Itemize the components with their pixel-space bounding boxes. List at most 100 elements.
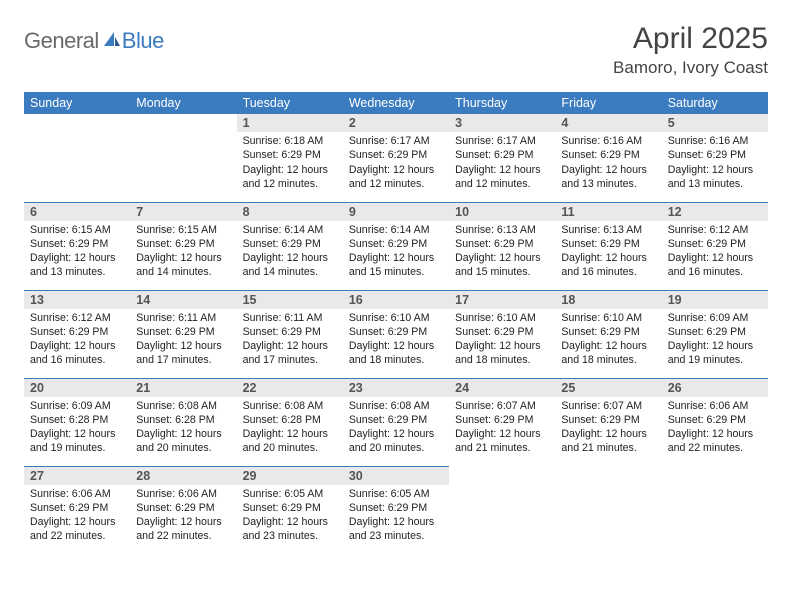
day-number: 5 — [662, 114, 768, 132]
day-number: 28 — [130, 467, 236, 485]
calendar-cell: 15Sunrise: 6:11 AMSunset: 6:29 PMDayligh… — [237, 290, 343, 378]
calendar-cell: .. — [662, 466, 768, 554]
day-number: 26 — [662, 379, 768, 397]
day-number: 24 — [449, 379, 555, 397]
calendar-cell: .. — [24, 114, 130, 202]
calendar-cell: 18Sunrise: 6:10 AMSunset: 6:29 PMDayligh… — [555, 290, 661, 378]
day-content: Sunrise: 6:06 AMSunset: 6:29 PMDaylight:… — [130, 485, 236, 548]
day-content: Sunrise: 6:15 AMSunset: 6:29 PMDaylight:… — [130, 221, 236, 284]
day-content: Sunrise: 6:16 AMSunset: 6:29 PMDaylight:… — [555, 132, 661, 195]
calendar-cell: 11Sunrise: 6:13 AMSunset: 6:29 PMDayligh… — [555, 202, 661, 290]
day-content: Sunrise: 6:07 AMSunset: 6:29 PMDaylight:… — [449, 397, 555, 460]
calendar-cell: 4Sunrise: 6:16 AMSunset: 6:29 PMDaylight… — [555, 114, 661, 202]
day-content: Sunrise: 6:10 AMSunset: 6:29 PMDaylight:… — [449, 309, 555, 372]
day-number: 25 — [555, 379, 661, 397]
day-content: Sunrise: 6:11 AMSunset: 6:29 PMDaylight:… — [130, 309, 236, 372]
logo-text-blue: Blue — [122, 28, 164, 54]
calendar-cell: 5Sunrise: 6:16 AMSunset: 6:29 PMDaylight… — [662, 114, 768, 202]
calendar-cell: 14Sunrise: 6:11 AMSunset: 6:29 PMDayligh… — [130, 290, 236, 378]
day-content: Sunrise: 6:14 AMSunset: 6:29 PMDaylight:… — [237, 221, 343, 284]
calendar-row: 6Sunrise: 6:15 AMSunset: 6:29 PMDaylight… — [24, 202, 768, 290]
day-number: 27 — [24, 467, 130, 485]
calendar-cell: 27Sunrise: 6:06 AMSunset: 6:29 PMDayligh… — [24, 466, 130, 554]
day-number: 30 — [343, 467, 449, 485]
day-number: 6 — [24, 203, 130, 221]
day-content: Sunrise: 6:13 AMSunset: 6:29 PMDaylight:… — [449, 221, 555, 284]
calendar-cell: 21Sunrise: 6:08 AMSunset: 6:28 PMDayligh… — [130, 378, 236, 466]
day-number: 20 — [24, 379, 130, 397]
weekday-header: Monday — [130, 92, 236, 114]
calendar-cell: 13Sunrise: 6:12 AMSunset: 6:29 PMDayligh… — [24, 290, 130, 378]
day-number: 22 — [237, 379, 343, 397]
day-number: 15 — [237, 291, 343, 309]
day-content: Sunrise: 6:12 AMSunset: 6:29 PMDaylight:… — [24, 309, 130, 372]
day-content: Sunrise: 6:08 AMSunset: 6:28 PMDaylight:… — [130, 397, 236, 460]
day-number: 10 — [449, 203, 555, 221]
calendar-cell: 12Sunrise: 6:12 AMSunset: 6:29 PMDayligh… — [662, 202, 768, 290]
weekday-header: Thursday — [449, 92, 555, 114]
header: General Blue April 2025 Bamoro, Ivory Co… — [24, 22, 768, 78]
day-number: 17 — [449, 291, 555, 309]
day-content: Sunrise: 6:11 AMSunset: 6:29 PMDaylight:… — [237, 309, 343, 372]
calendar-cell: 26Sunrise: 6:06 AMSunset: 6:29 PMDayligh… — [662, 378, 768, 466]
calendar-row: 27Sunrise: 6:06 AMSunset: 6:29 PMDayligh… — [24, 466, 768, 554]
day-number: 21 — [130, 379, 236, 397]
calendar-cell: 19Sunrise: 6:09 AMSunset: 6:29 PMDayligh… — [662, 290, 768, 378]
location: Bamoro, Ivory Coast — [613, 58, 768, 78]
day-content: Sunrise: 6:13 AMSunset: 6:29 PMDaylight:… — [555, 221, 661, 284]
day-content: Sunrise: 6:17 AMSunset: 6:29 PMDaylight:… — [343, 132, 449, 195]
day-number: 12 — [662, 203, 768, 221]
logo-text-general: General — [24, 28, 99, 54]
day-content: Sunrise: 6:08 AMSunset: 6:29 PMDaylight:… — [343, 397, 449, 460]
day-content: Sunrise: 6:10 AMSunset: 6:29 PMDaylight:… — [343, 309, 449, 372]
calendar: SundayMondayTuesdayWednesdayThursdayFrid… — [24, 92, 768, 554]
weekday-header: Sunday — [24, 92, 130, 114]
day-number: 7 — [130, 203, 236, 221]
calendar-cell: 20Sunrise: 6:09 AMSunset: 6:28 PMDayligh… — [24, 378, 130, 466]
calendar-cell: .. — [449, 466, 555, 554]
weekday-header: Tuesday — [237, 92, 343, 114]
day-number: 18 — [555, 291, 661, 309]
calendar-cell: 17Sunrise: 6:10 AMSunset: 6:29 PMDayligh… — [449, 290, 555, 378]
day-number: 3 — [449, 114, 555, 132]
weekday-header: Saturday — [662, 92, 768, 114]
day-number: 11 — [555, 203, 661, 221]
day-content: Sunrise: 6:18 AMSunset: 6:29 PMDaylight:… — [237, 132, 343, 195]
calendar-cell: 9Sunrise: 6:14 AMSunset: 6:29 PMDaylight… — [343, 202, 449, 290]
day-number: 13 — [24, 291, 130, 309]
calendar-row: ....1Sunrise: 6:18 AMSunset: 6:29 PMDayl… — [24, 114, 768, 202]
logo: General Blue — [24, 28, 164, 54]
day-content: Sunrise: 6:14 AMSunset: 6:29 PMDaylight:… — [343, 221, 449, 284]
weekday-header-row: SundayMondayTuesdayWednesdayThursdayFrid… — [24, 92, 768, 114]
day-content: Sunrise: 6:09 AMSunset: 6:29 PMDaylight:… — [662, 309, 768, 372]
calendar-row: 20Sunrise: 6:09 AMSunset: 6:28 PMDayligh… — [24, 378, 768, 466]
day-number: 9 — [343, 203, 449, 221]
calendar-cell: 30Sunrise: 6:05 AMSunset: 6:29 PMDayligh… — [343, 466, 449, 554]
day-content: Sunrise: 6:05 AMSunset: 6:29 PMDaylight:… — [343, 485, 449, 548]
weekday-header: Friday — [555, 92, 661, 114]
calendar-cell: .. — [555, 466, 661, 554]
calendar-row: 13Sunrise: 6:12 AMSunset: 6:29 PMDayligh… — [24, 290, 768, 378]
day-content: Sunrise: 6:05 AMSunset: 6:29 PMDaylight:… — [237, 485, 343, 548]
calendar-cell: 2Sunrise: 6:17 AMSunset: 6:29 PMDaylight… — [343, 114, 449, 202]
calendar-cell: 29Sunrise: 6:05 AMSunset: 6:29 PMDayligh… — [237, 466, 343, 554]
calendar-cell: 6Sunrise: 6:15 AMSunset: 6:29 PMDaylight… — [24, 202, 130, 290]
calendar-cell: 28Sunrise: 6:06 AMSunset: 6:29 PMDayligh… — [130, 466, 236, 554]
calendar-cell: 24Sunrise: 6:07 AMSunset: 6:29 PMDayligh… — [449, 378, 555, 466]
day-number: 8 — [237, 203, 343, 221]
title-block: April 2025 Bamoro, Ivory Coast — [613, 22, 768, 78]
day-content: Sunrise: 6:06 AMSunset: 6:29 PMDaylight:… — [24, 485, 130, 548]
day-content: Sunrise: 6:09 AMSunset: 6:28 PMDaylight:… — [24, 397, 130, 460]
month-title: April 2025 — [613, 22, 768, 56]
day-number: 19 — [662, 291, 768, 309]
day-content: Sunrise: 6:10 AMSunset: 6:29 PMDaylight:… — [555, 309, 661, 372]
day-content: Sunrise: 6:08 AMSunset: 6:28 PMDaylight:… — [237, 397, 343, 460]
calendar-body: ....1Sunrise: 6:18 AMSunset: 6:29 PMDayl… — [24, 114, 768, 554]
day-content: Sunrise: 6:15 AMSunset: 6:29 PMDaylight:… — [24, 221, 130, 284]
day-number: 29 — [237, 467, 343, 485]
calendar-cell: 7Sunrise: 6:15 AMSunset: 6:29 PMDaylight… — [130, 202, 236, 290]
day-content: Sunrise: 6:06 AMSunset: 6:29 PMDaylight:… — [662, 397, 768, 460]
day-number: 14 — [130, 291, 236, 309]
day-content: Sunrise: 6:16 AMSunset: 6:29 PMDaylight:… — [662, 132, 768, 195]
calendar-cell: 3Sunrise: 6:17 AMSunset: 6:29 PMDaylight… — [449, 114, 555, 202]
